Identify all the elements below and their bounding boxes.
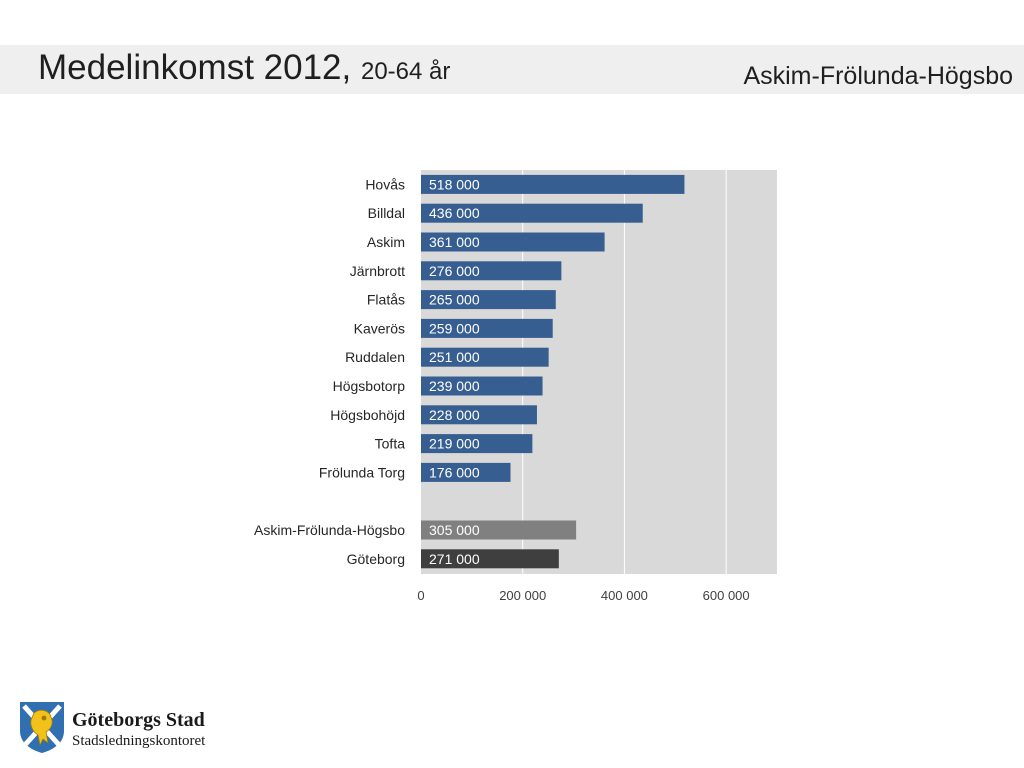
title-main: Medelinkomst 2012,: [38, 48, 352, 87]
x-tick-label: 400 000: [601, 588, 648, 603]
data-label: 276 000: [429, 263, 480, 279]
category-label: Högsbohöjd: [330, 407, 405, 423]
page-title: Medelinkomst 2012, 20-64 år: [38, 48, 450, 88]
category-label: Frölunda Torg: [319, 464, 405, 480]
category-label: Flatås: [367, 292, 405, 308]
category-label: Högsbotorp: [333, 378, 406, 394]
category-label: Järnbrott: [350, 263, 405, 279]
data-label: 228 000: [429, 407, 480, 423]
data-label: 239 000: [429, 378, 480, 394]
bar: [421, 174, 685, 194]
region-label: Askim-Frölunda-Högsbo: [743, 62, 1013, 90]
category-label: Tofta: [375, 436, 406, 452]
data-label: 251 000: [429, 349, 480, 365]
data-label: 436 000: [429, 205, 480, 221]
bar: [421, 376, 543, 396]
x-tick-label: 0: [417, 588, 424, 603]
category-label: Billdal: [368, 205, 405, 221]
bar: [421, 290, 556, 310]
x-tick-label: 200 000: [499, 588, 546, 603]
bar: [421, 405, 537, 425]
category-label: Kaverös: [354, 320, 405, 336]
x-tick-label: 600 000: [703, 588, 750, 603]
bar: [421, 232, 605, 252]
category-label: Göteborg: [347, 551, 405, 567]
bar: [421, 520, 577, 540]
data-label: 361 000: [429, 234, 480, 250]
logo-department: Stadsledningskontoret: [72, 733, 206, 749]
data-label: 265 000: [429, 292, 480, 308]
data-label: 518 000: [429, 176, 480, 192]
bar: [421, 434, 533, 454]
logo-name: Göteborgs Stad: [72, 709, 205, 731]
bar: [421, 462, 511, 482]
category-label: Ruddalen: [345, 349, 405, 365]
data-label: 219 000: [429, 436, 480, 452]
header-band: [0, 45, 1024, 94]
bar: [421, 261, 562, 281]
data-label: 259 000: [429, 320, 480, 336]
data-label: 176 000: [429, 464, 480, 480]
goteborgs-stad-logo: [20, 702, 64, 753]
category-label: Askim: [367, 234, 405, 250]
title-subtitle: 20-64 år: [360, 58, 451, 85]
bar: [421, 203, 643, 223]
plot-area: [421, 170, 777, 574]
category-label: Askim-Frölunda-Högsbo: [254, 522, 405, 538]
bar: [421, 318, 553, 338]
coat-of-arms-icon: [20, 702, 64, 753]
category-label: Hovås: [365, 176, 405, 192]
data-label: 271 000: [429, 551, 480, 567]
data-label: 305 000: [429, 522, 480, 538]
bar: [421, 549, 559, 569]
bar: [421, 347, 549, 367]
